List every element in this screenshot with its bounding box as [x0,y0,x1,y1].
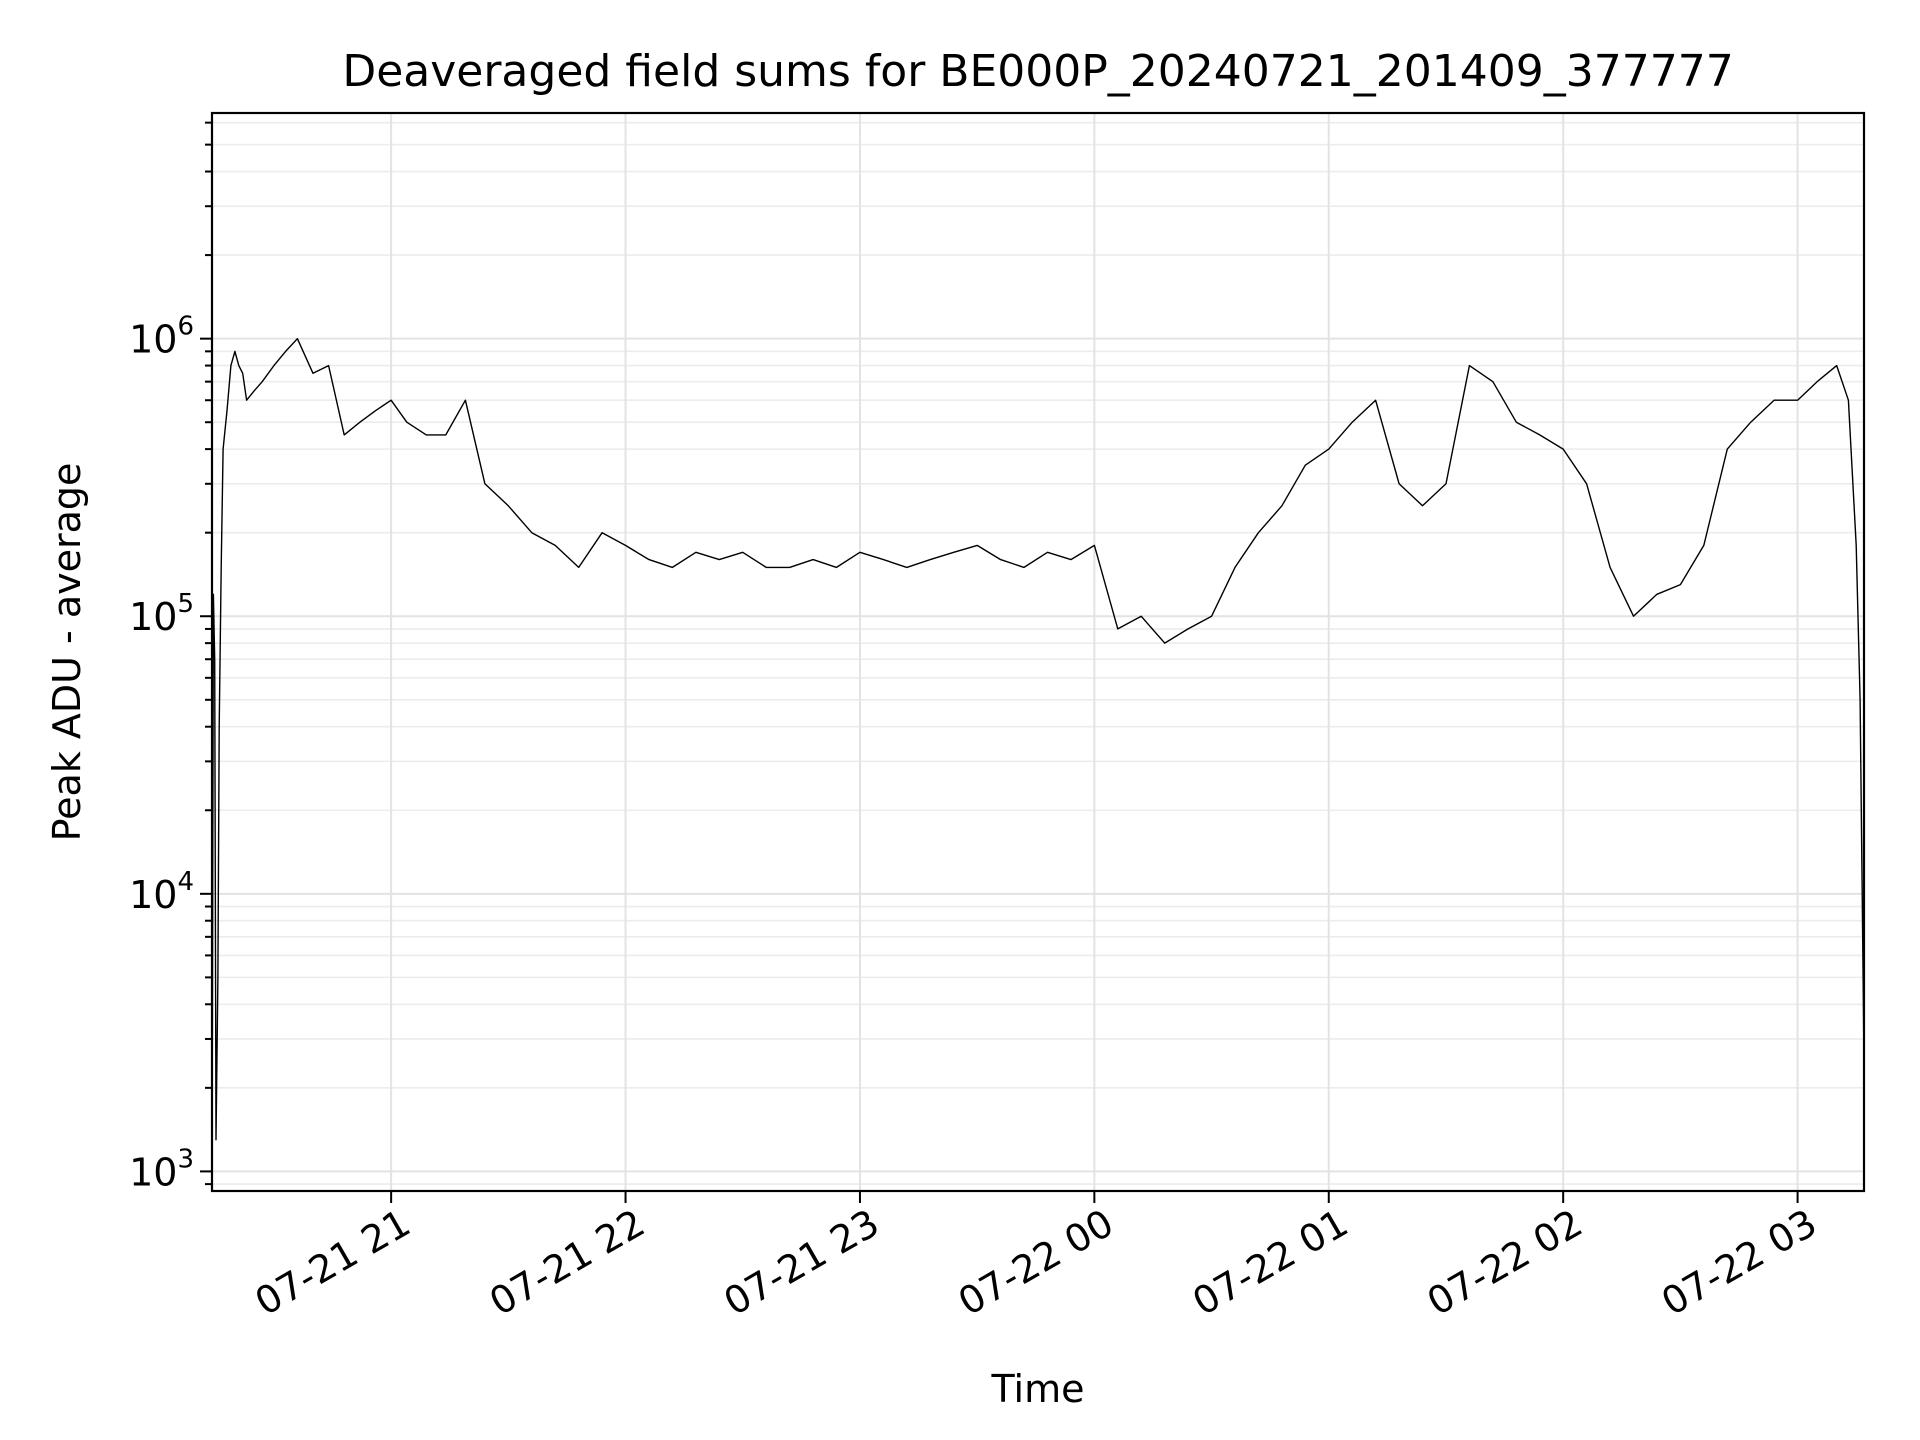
grid [212,113,1864,1191]
y-tick-label: 103 [129,1144,194,1194]
plot-frame [210,111,1866,1193]
y-axis: 103 104 105 106 [129,121,212,1194]
y-tick-label: 104 [129,867,194,917]
chart-title: Deaveraged field sums for BE000P_2024072… [342,46,1733,97]
series-line-0 [211,338,1865,1185]
y-tick-label: 105 [129,589,194,639]
y-tick-label: 106 [129,312,194,362]
y-axis-label: Peak ADU - average [45,463,89,842]
x-axis-label: Time [991,1367,1085,1411]
series-layer [211,338,1865,1185]
